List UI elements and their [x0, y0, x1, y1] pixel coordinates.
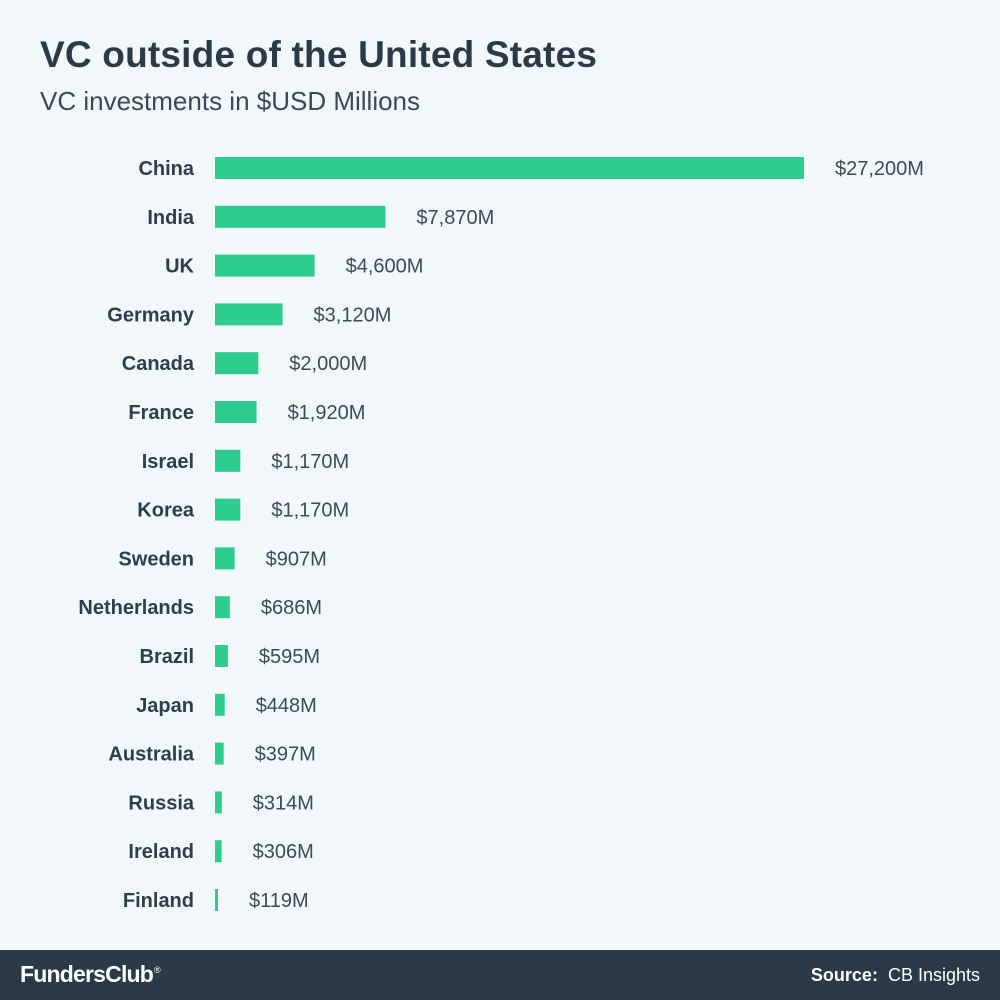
bar-india	[215, 205, 386, 228]
category-label-india: India	[147, 207, 195, 229]
bar-israel	[215, 449, 241, 472]
value-label-korea: $1,170M	[271, 500, 349, 522]
chart-title: VC outside of the United States	[40, 34, 598, 75]
value-label-germany: $3,120M	[314, 304, 392, 326]
bar-china	[215, 157, 804, 179]
category-label-brazil: Brazil	[140, 646, 194, 668]
category-label-canada: Canada	[122, 353, 195, 375]
value-label-brazil: $595M	[259, 646, 320, 668]
value-label-russia: $314M	[253, 792, 314, 814]
value-label-india: $7,870M	[416, 207, 494, 229]
brand-logo: FundersClub®	[20, 961, 161, 988]
brand-name: FundersClub	[20, 961, 154, 987]
category-label-australia: Australia	[108, 744, 194, 766]
category-label-france: France	[128, 402, 194, 424]
category-label-sweden: Sweden	[118, 548, 194, 570]
category-label-israel: Israel	[142, 451, 194, 473]
bar-sweden	[215, 547, 235, 570]
value-label-uk: $4,600M	[346, 256, 424, 278]
category-label-germany: Germany	[107, 304, 195, 326]
category-label-china: China	[138, 158, 194, 180]
registered-mark: ®	[154, 965, 161, 976]
category-label-netherlands: Netherlands	[78, 597, 194, 619]
bar-finland	[215, 889, 218, 911]
bar-australia	[215, 742, 224, 765]
source-credit: Source: CB Insights	[811, 965, 980, 986]
bar-canada	[215, 352, 259, 375]
value-label-france: $1,920M	[288, 402, 366, 424]
value-label-japan: $448M	[256, 695, 317, 717]
category-label-ireland: Ireland	[128, 841, 194, 863]
value-label-ireland: $306M	[253, 841, 314, 863]
bar-russia	[215, 791, 222, 814]
bar-germany	[215, 303, 283, 326]
bar-france	[215, 401, 257, 423]
value-label-australia: $397M	[255, 744, 316, 766]
bar-korea	[215, 498, 241, 521]
value-label-israel: $1,170M	[271, 451, 349, 473]
bar-uk	[215, 254, 315, 277]
value-label-finland: $119M	[249, 890, 309, 912]
source-value: CB Insights	[887, 965, 980, 985]
footer-bar: FundersClub® Source: CB Insights	[0, 950, 1000, 1000]
value-label-canada: $2,000M	[289, 353, 367, 375]
source-label: Source:	[810, 965, 878, 985]
category-label-korea: Korea	[137, 500, 195, 522]
value-label-china: $27,200M	[835, 158, 924, 180]
category-label-uk: UK	[165, 256, 194, 278]
value-label-sweden: $907M	[266, 548, 327, 570]
category-label-japan: Japan	[136, 695, 194, 717]
bar-japan	[215, 693, 225, 716]
bar-netherlands	[215, 596, 230, 619]
bar-ireland	[215, 840, 222, 863]
value-label-netherlands: $686M	[261, 597, 322, 619]
bar-chart: China $27,200M India $7,870M UK $4,600M German…	[78, 157, 924, 912]
category-label-finland: Finland	[123, 890, 194, 912]
category-label-russia: Russia	[128, 792, 194, 814]
bar-brazil	[215, 645, 228, 667]
chart-subtitle: VC investments in $USD Millions	[40, 86, 421, 116]
